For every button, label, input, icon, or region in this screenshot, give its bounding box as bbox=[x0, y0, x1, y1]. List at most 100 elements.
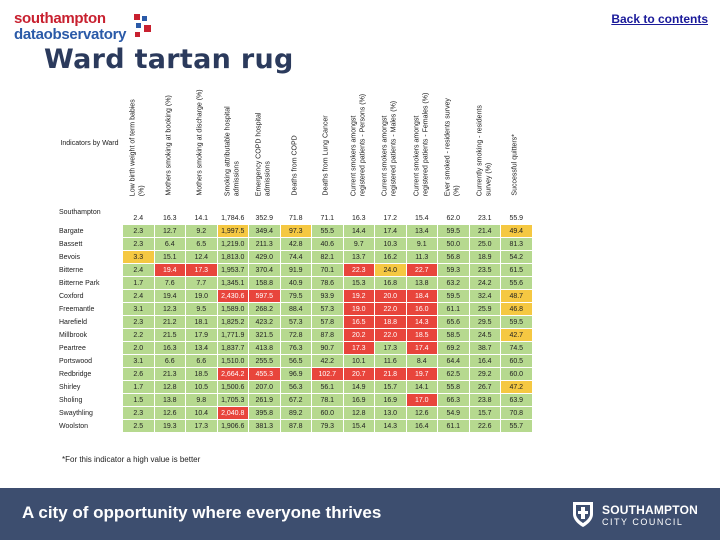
ward-value-cell: 17.3 bbox=[342, 341, 375, 355]
column-header: Emergency COPD hospital admissions bbox=[248, 86, 281, 201]
ward-name: Bevois bbox=[56, 250, 123, 264]
ward-row: Redbridge 2.6 21.3 18.5 2,664.2 455.3 96.9 102.… bbox=[56, 367, 533, 381]
ward-value-cell: 55.7 bbox=[500, 419, 533, 433]
ward-value-cell: 90.7 bbox=[311, 341, 344, 355]
column-header: Mothers smoking at discharge (%) bbox=[185, 86, 218, 201]
ward-value-cell: 42.8 bbox=[279, 237, 312, 251]
ward-value-cell: 16.0 bbox=[405, 302, 438, 316]
ward-value-cell: 2.6 bbox=[122, 367, 155, 381]
rug-body: Southampton 2.4 16.3 14.1 1,784.6 352.9 71.8 7… bbox=[56, 200, 533, 433]
ward-value-cell: 207.0 bbox=[248, 380, 281, 394]
ward-value-cell: 381.3 bbox=[248, 419, 281, 433]
ward-value-cell: 2.4 bbox=[122, 289, 155, 303]
ward-value-cell: 1,510.0 bbox=[216, 354, 249, 368]
ward-value-cell: 1,997.5 bbox=[216, 224, 249, 238]
ward-value-cell: 59.3 bbox=[437, 263, 470, 277]
ward-value-cell: 2,040.8 bbox=[216, 406, 249, 420]
southampton-value: 352.9 bbox=[248, 200, 281, 225]
ward-value-cell: 63.9 bbox=[500, 393, 533, 407]
ward-value-cell: 14.3 bbox=[374, 419, 407, 433]
ward-value-cell: 64.4 bbox=[437, 354, 470, 368]
ward-name: Bitterne Park bbox=[56, 276, 123, 290]
ward-value-cell: 2.3 bbox=[122, 237, 155, 251]
ward-value-cell: 18.9 bbox=[468, 250, 501, 264]
southampton-value: 16.3 bbox=[153, 200, 186, 225]
column-header-label: Mothers smoking at discharge (%) bbox=[196, 89, 204, 196]
ward-value-cell: 9.8 bbox=[185, 393, 218, 407]
ward-value-cell: 32.4 bbox=[468, 289, 501, 303]
ward-value-cell: 61.5 bbox=[500, 263, 533, 277]
ward-value-cell: 211.3 bbox=[248, 237, 281, 251]
ward-value-cell: 18.4 bbox=[405, 289, 438, 303]
ward-name: Peartree bbox=[56, 341, 123, 355]
ward-row: Peartree 2.0 16.3 13.4 1,837.7 413.8 76.3 90.7 1… bbox=[56, 341, 533, 355]
ward-value-cell: 255.5 bbox=[248, 354, 281, 368]
ward-value-cell: 18.5 bbox=[185, 367, 218, 381]
logo-grid-icon bbox=[134, 14, 151, 37]
ward-tartan-rug-table: Indicators by Ward Low birth weight of t… bbox=[56, 86, 533, 433]
ward-value-cell: 1,705.3 bbox=[216, 393, 249, 407]
column-header: Current smokers amongst registered patie… bbox=[374, 86, 407, 201]
column-header: Smoking attributable hospital admissions bbox=[216, 86, 249, 201]
ward-value-cell: 13.8 bbox=[153, 393, 186, 407]
ward-value-cell: 25.0 bbox=[468, 237, 501, 251]
ward-value-cell: 57.3 bbox=[279, 315, 312, 329]
ward-value-cell: 16.5 bbox=[342, 315, 375, 329]
ward-value-cell: 9.7 bbox=[342, 237, 375, 251]
ward-name: Sholing bbox=[56, 393, 123, 407]
column-header-label: Current smokers amongst registered patie… bbox=[350, 93, 366, 196]
ward-value-cell: 63.2 bbox=[437, 276, 470, 290]
ward-value-cell: 19.3 bbox=[153, 419, 186, 433]
column-header-label: Low birth weight of term babies (%) bbox=[129, 99, 146, 196]
ward-value-cell: 60.0 bbox=[311, 406, 344, 420]
ward-row: Shirley 1.7 12.8 10.5 1,500.6 207.0 56.3 56.1 14… bbox=[56, 380, 533, 394]
ward-name: Bargate bbox=[56, 224, 123, 238]
ward-value-cell: 17.3 bbox=[374, 341, 407, 355]
ward-value-cell: 8.4 bbox=[405, 354, 438, 368]
ward-value-cell: 74.5 bbox=[500, 341, 533, 355]
ward-value-cell: 55.6 bbox=[500, 276, 533, 290]
ward-value-cell: 40.6 bbox=[311, 237, 344, 251]
ward-value-cell: 268.2 bbox=[248, 302, 281, 316]
ward-value-cell: 2.3 bbox=[122, 315, 155, 329]
ward-value-cell: 14.9 bbox=[342, 380, 375, 394]
ward-value-cell: 56.8 bbox=[437, 250, 470, 264]
ward-value-cell: 22.3 bbox=[342, 263, 375, 277]
ward-value-cell: 62.5 bbox=[437, 367, 470, 381]
ward-value-cell: 57.3 bbox=[311, 302, 344, 316]
ward-value-cell: 14.3 bbox=[405, 315, 438, 329]
column-header: Current smokers amongst registered patie… bbox=[342, 86, 375, 201]
ward-value-cell: 261.9 bbox=[248, 393, 281, 407]
ward-value-cell: 72.8 bbox=[279, 328, 312, 342]
ward-value-cell: 13.4 bbox=[405, 224, 438, 238]
ward-value-cell: 1,500.6 bbox=[216, 380, 249, 394]
ward-value-cell: 59.5 bbox=[500, 315, 533, 329]
ward-value-cell: 61.1 bbox=[437, 419, 470, 433]
ward-value-cell: 10.4 bbox=[185, 406, 218, 420]
ward-value-cell: 20.7 bbox=[342, 367, 375, 381]
ward-value-cell: 78.6 bbox=[311, 276, 344, 290]
ward-value-cell: 74.4 bbox=[279, 250, 312, 264]
ward-value-cell: 93.9 bbox=[311, 289, 344, 303]
ward-value-cell: 321.5 bbox=[248, 328, 281, 342]
ward-value-cell: 18.8 bbox=[374, 315, 407, 329]
back-to-contents-link[interactable]: Back to contents bbox=[611, 12, 708, 26]
southampton-value: 2.4 bbox=[122, 200, 155, 225]
ward-row: Bitterne 2.4 19.4 17.3 1,953.7 370.4 91.9 70.1 2… bbox=[56, 263, 533, 277]
ward-value-cell: 158.8 bbox=[248, 276, 281, 290]
ward-value-cell: 395.8 bbox=[248, 406, 281, 420]
column-header: Currently smoking - residents survey (%) bbox=[468, 86, 501, 201]
ward-name: Redbridge bbox=[56, 367, 123, 381]
ward-value-cell: 597.5 bbox=[248, 289, 281, 303]
ward-value-cell: 76.3 bbox=[279, 341, 312, 355]
ward-value-cell: 16.2 bbox=[374, 250, 407, 264]
ward-value-cell: 87.8 bbox=[279, 419, 312, 433]
ward-value-cell: 16.9 bbox=[342, 393, 375, 407]
southampton-value: 15.4 bbox=[405, 200, 438, 225]
column-header-label: Current smokers amongst registered patie… bbox=[413, 92, 429, 196]
ward-name: Freemantle bbox=[56, 302, 123, 316]
ward-name: Swaythling bbox=[56, 406, 123, 420]
ward-value-cell: 10.1 bbox=[342, 354, 375, 368]
ward-value-cell: 1.7 bbox=[122, 276, 155, 290]
ward-value-cell: 49.4 bbox=[500, 224, 533, 238]
